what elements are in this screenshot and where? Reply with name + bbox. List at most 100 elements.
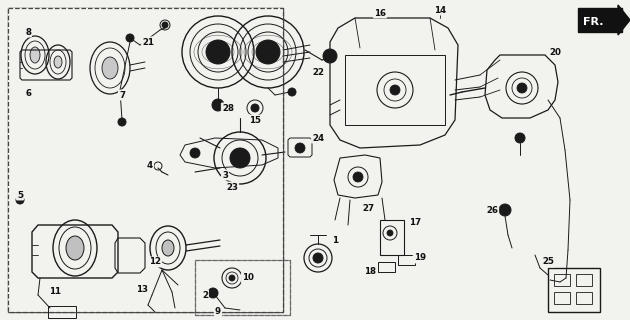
Circle shape <box>190 148 200 158</box>
Circle shape <box>390 85 400 95</box>
Text: 1: 1 <box>332 236 338 244</box>
Ellipse shape <box>66 236 84 260</box>
Text: 2: 2 <box>202 291 208 300</box>
Circle shape <box>353 172 363 182</box>
Text: 15: 15 <box>249 116 261 124</box>
Circle shape <box>387 230 393 236</box>
Circle shape <box>230 148 250 168</box>
Bar <box>576 292 592 304</box>
Text: 4: 4 <box>147 161 153 170</box>
Circle shape <box>256 40 280 64</box>
Text: 3: 3 <box>222 171 228 180</box>
Text: 4: 4 <box>147 161 153 170</box>
Text: 17: 17 <box>409 218 421 227</box>
Bar <box>554 292 570 304</box>
Text: 24: 24 <box>312 133 324 142</box>
Bar <box>576 274 592 286</box>
Text: 1: 1 <box>332 236 338 244</box>
Bar <box>195 260 290 315</box>
Text: 22: 22 <box>312 68 324 76</box>
Text: 21: 21 <box>142 37 154 46</box>
Text: 14: 14 <box>433 5 446 14</box>
Circle shape <box>515 133 525 143</box>
Bar <box>195 260 290 315</box>
Text: 12: 12 <box>149 258 161 267</box>
Text: 6: 6 <box>25 89 31 98</box>
Circle shape <box>288 88 296 96</box>
Bar <box>345 55 445 125</box>
Text: 25: 25 <box>542 258 554 267</box>
Circle shape <box>16 196 24 204</box>
Bar <box>195 260 290 315</box>
Circle shape <box>208 288 218 298</box>
Text: 16: 16 <box>374 9 386 18</box>
Text: 3: 3 <box>222 171 228 180</box>
Text: 23: 23 <box>226 182 238 191</box>
Circle shape <box>499 204 511 216</box>
Text: 27: 27 <box>362 204 374 212</box>
Bar <box>548 268 600 312</box>
Polygon shape <box>578 8 622 32</box>
Ellipse shape <box>162 240 174 256</box>
Text: 26: 26 <box>486 205 498 214</box>
Text: 14: 14 <box>434 5 446 14</box>
Text: 19: 19 <box>414 253 426 262</box>
Text: 22: 22 <box>312 68 324 76</box>
Text: FR.: FR. <box>583 17 604 27</box>
Text: 28: 28 <box>222 103 234 113</box>
Text: 13: 13 <box>135 285 148 294</box>
Text: 2: 2 <box>202 291 208 300</box>
Bar <box>8 8 283 312</box>
Circle shape <box>323 49 337 63</box>
Text: 20: 20 <box>549 47 561 57</box>
Polygon shape <box>618 5 630 35</box>
Text: 7: 7 <box>119 91 125 100</box>
Text: 8: 8 <box>25 28 31 36</box>
Text: 18: 18 <box>364 268 376 276</box>
Text: 13: 13 <box>136 285 148 294</box>
Circle shape <box>162 22 168 28</box>
Text: 6: 6 <box>25 89 31 98</box>
Text: 28: 28 <box>222 103 234 113</box>
Circle shape <box>517 83 527 93</box>
Text: 9: 9 <box>215 308 221 316</box>
Text: 25: 25 <box>542 258 554 267</box>
Bar <box>380 220 404 255</box>
Text: 20: 20 <box>549 47 561 57</box>
Text: 19: 19 <box>414 253 427 262</box>
Text: 26: 26 <box>486 205 498 214</box>
Bar <box>8 8 283 312</box>
Text: 17: 17 <box>409 218 421 227</box>
Text: 11: 11 <box>49 287 61 297</box>
Text: 24: 24 <box>312 133 324 142</box>
Text: 23: 23 <box>226 182 238 191</box>
Text: 16: 16 <box>374 9 386 18</box>
Text: 7: 7 <box>119 91 125 100</box>
Bar <box>8 8 283 312</box>
Ellipse shape <box>30 47 40 63</box>
Ellipse shape <box>102 57 118 79</box>
Circle shape <box>118 118 126 126</box>
Circle shape <box>206 40 230 64</box>
Text: 8: 8 <box>25 28 31 36</box>
Text: 5: 5 <box>17 190 23 199</box>
Text: 21: 21 <box>142 37 154 46</box>
Bar <box>554 274 570 286</box>
Text: 27: 27 <box>362 204 374 212</box>
Circle shape <box>126 34 134 42</box>
Circle shape <box>229 275 235 281</box>
Bar <box>48 306 76 318</box>
Text: 18: 18 <box>364 268 376 276</box>
Text: 5: 5 <box>17 190 23 199</box>
Circle shape <box>313 253 323 263</box>
Circle shape <box>251 104 259 112</box>
Text: 10: 10 <box>242 274 254 283</box>
Ellipse shape <box>54 56 62 68</box>
Text: 10: 10 <box>242 274 254 283</box>
Circle shape <box>212 99 224 111</box>
Text: 15: 15 <box>249 116 261 124</box>
Text: 9: 9 <box>215 308 221 316</box>
Text: 12: 12 <box>149 258 161 267</box>
Text: 11: 11 <box>49 287 61 297</box>
Circle shape <box>295 143 305 153</box>
